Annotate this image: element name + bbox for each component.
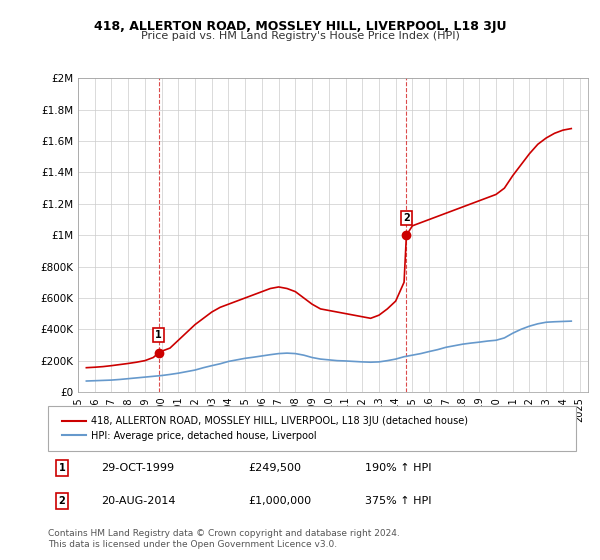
Text: 2: 2 — [403, 213, 410, 223]
Text: Contains HM Land Registry data © Crown copyright and database right 2024.
This d: Contains HM Land Registry data © Crown c… — [48, 529, 400, 549]
Legend: 418, ALLERTON ROAD, MOSSLEY HILL, LIVERPOOL, L18 3JU (detached house), HPI: Aver: 418, ALLERTON ROAD, MOSSLEY HILL, LIVERP… — [58, 412, 472, 445]
Text: Price paid vs. HM Land Registry's House Price Index (HPI): Price paid vs. HM Land Registry's House … — [140, 31, 460, 41]
Text: 20-AUG-2014: 20-AUG-2014 — [101, 496, 175, 506]
Text: £249,500: £249,500 — [248, 463, 302, 473]
FancyBboxPatch shape — [48, 406, 576, 451]
Text: 1: 1 — [59, 463, 65, 473]
Text: 190% ↑ HPI: 190% ↑ HPI — [365, 463, 431, 473]
Text: 375% ↑ HPI: 375% ↑ HPI — [365, 496, 431, 506]
Text: 1: 1 — [155, 330, 162, 340]
Text: 29-OCT-1999: 29-OCT-1999 — [101, 463, 174, 473]
Text: £1,000,000: £1,000,000 — [248, 496, 312, 506]
Text: 2: 2 — [59, 496, 65, 506]
Text: 418, ALLERTON ROAD, MOSSLEY HILL, LIVERPOOL, L18 3JU: 418, ALLERTON ROAD, MOSSLEY HILL, LIVERP… — [94, 20, 506, 32]
